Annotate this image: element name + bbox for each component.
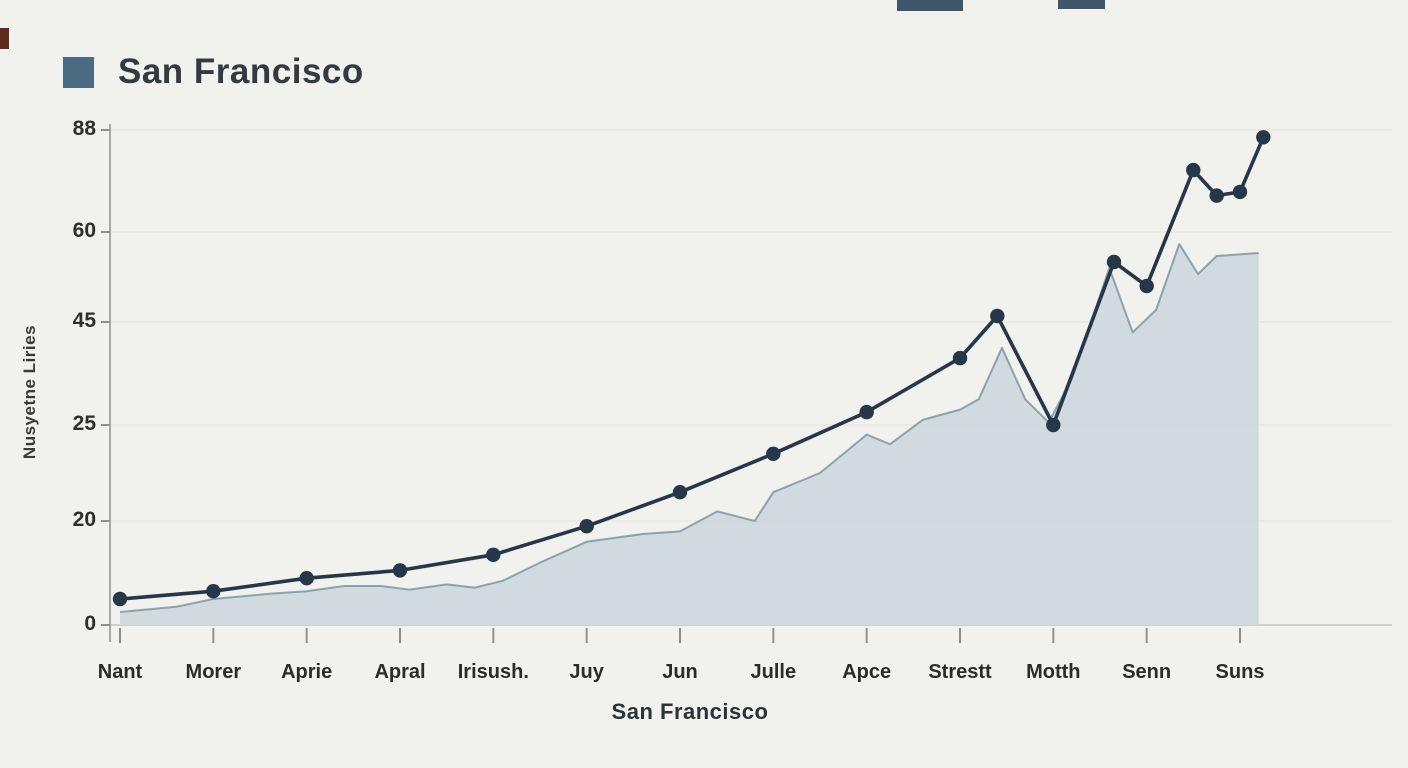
data-point-marker	[1232, 184, 1248, 200]
data-point-marker	[392, 563, 408, 578]
area-series	[120, 244, 1259, 625]
data-point-marker	[1106, 254, 1122, 270]
data-point-marker	[952, 350, 968, 366]
data-point-marker	[486, 547, 501, 562]
line-markers	[112, 130, 1271, 607]
x-axis-title: San Francisco	[611, 699, 769, 724]
data-point-marker	[206, 584, 221, 599]
data-point-marker	[990, 308, 1005, 324]
edge-artifact	[897, 0, 963, 11]
axes	[101, 124, 1241, 643]
data-point-marker	[579, 519, 594, 534]
data-point-marker	[112, 591, 128, 607]
data-point-marker	[1186, 162, 1201, 178]
data-point-marker	[1209, 188, 1224, 203]
data-point-marker	[299, 571, 314, 586]
data-point-marker	[672, 485, 688, 500]
chart-header: San Francisco	[63, 52, 364, 92]
data-point-marker	[766, 446, 781, 461]
y-axis-title: Nusyetne Liries	[20, 324, 39, 460]
data-point-marker	[1046, 417, 1061, 433]
edge-artifact	[1058, 0, 1105, 9]
data-point-marker	[1139, 278, 1154, 294]
data-point-marker	[1256, 130, 1271, 145]
chart-title: San Francisco	[118, 52, 364, 91]
data-point-marker	[859, 404, 874, 420]
edge-artifact	[0, 28, 9, 49]
legend-swatch	[63, 56, 94, 88]
area-edge	[119, 243, 1259, 613]
